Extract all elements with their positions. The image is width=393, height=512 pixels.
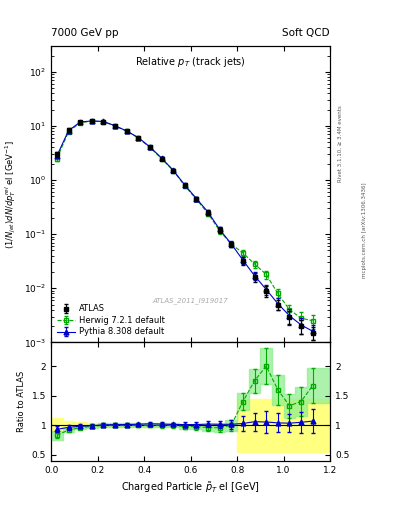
Text: Rivet 3.1.10, ≥ 3.4M events: Rivet 3.1.10, ≥ 3.4M events — [338, 105, 343, 182]
Text: Soft QCD: Soft QCD — [283, 28, 330, 38]
X-axis label: Charged Particle $\tilde{p}_T$ el [GeV]: Charged Particle $\tilde{p}_T$ el [GeV] — [121, 480, 260, 495]
Text: Relative $p_T$ (track jets): Relative $p_T$ (track jets) — [135, 55, 246, 69]
Text: ATLAS_2011_I919017: ATLAS_2011_I919017 — [153, 297, 228, 304]
Y-axis label: Ratio to ATLAS: Ratio to ATLAS — [17, 371, 26, 432]
Y-axis label: $(1/N_{jet})dN/dp_T^{rel}$ el $[\mathrm{GeV}^{-1}]$: $(1/N_{jet})dN/dp_T^{rel}$ el $[\mathrm{… — [4, 140, 18, 249]
Legend: ATLAS, Herwig 7.2.1 default, Pythia 8.308 default: ATLAS, Herwig 7.2.1 default, Pythia 8.30… — [53, 301, 168, 340]
Text: mcplots.cern.ch [arXiv:1306.3436]: mcplots.cern.ch [arXiv:1306.3436] — [362, 183, 367, 278]
Text: 7000 GeV pp: 7000 GeV pp — [51, 28, 119, 38]
